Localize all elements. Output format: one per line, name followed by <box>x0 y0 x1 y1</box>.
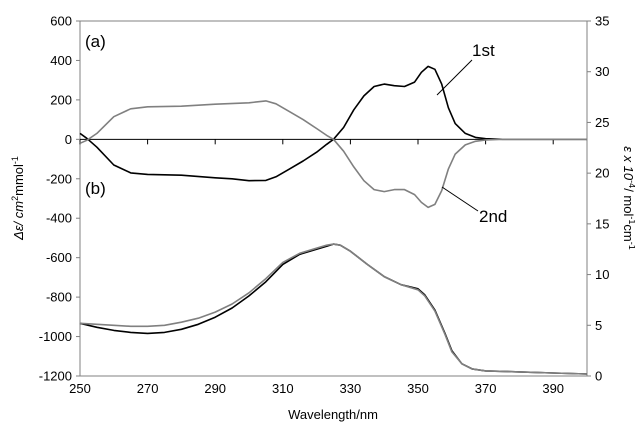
y-left-tick-label: 200 <box>50 92 72 107</box>
y-right-label-mid: / mol <box>621 188 635 216</box>
series-layer <box>79 65 588 375</box>
y-left-tick-label: -1000 <box>39 329 72 344</box>
y-right-axis-ticks: 0 5 10 15 20 25 30 35 <box>587 14 609 384</box>
y-left-tick-label: -800 <box>46 290 72 305</box>
annotation-leader-2nd <box>441 186 479 212</box>
plot-frame <box>79 20 588 377</box>
y-left-tick-label: 600 <box>50 14 72 29</box>
y-left-tick-label: -400 <box>46 211 72 226</box>
panel-label-b: (b) <box>85 179 106 198</box>
y-right-label-tail: cm <box>621 224 635 241</box>
y-right-tick-label: 5 <box>595 318 602 333</box>
x-axis-ticks: 250 270 290 310 330 350 370 390 <box>69 139 564 396</box>
annotation-2nd: 2nd <box>479 207 507 226</box>
y-right-tick-label: 30 <box>595 64 609 79</box>
y-left-label-sup1: 2 <box>10 196 20 201</box>
y-left-label-main: Δε/ cm <box>11 201 26 241</box>
y-left-tick-label: 400 <box>50 53 72 68</box>
y-left-tick-label: 0 <box>65 132 72 147</box>
y-right-tick-label: 25 <box>595 115 609 130</box>
cd-series-first <box>79 65 587 182</box>
annotation-leader-1st <box>436 59 473 96</box>
x-tick-label: 270 <box>137 381 159 396</box>
y-left-tick-label: -600 <box>46 250 72 265</box>
annotation-1st: 1st <box>472 41 495 60</box>
x-tick-label: 310 <box>272 381 294 396</box>
y-right-tick-label: 20 <box>595 166 609 181</box>
y-right-tick-label: 35 <box>595 14 609 29</box>
y-right-tick-label: 0 <box>595 369 602 384</box>
y-right-label-sup1: -4 <box>627 180 635 188</box>
x-tick-label: 290 <box>204 381 226 396</box>
x-tick-label: 390 <box>542 381 564 396</box>
uv-series-first <box>79 243 588 375</box>
y-left-label-sup2: -1 <box>10 156 20 164</box>
x-tick-label: 350 <box>407 381 429 396</box>
panel-label-a: (a) <box>85 32 106 51</box>
cd-series-second <box>79 100 587 209</box>
y-left-tick-label: -1200 <box>39 369 72 384</box>
x-tick-label: 250 <box>69 381 91 396</box>
uv-series-second <box>79 243 588 375</box>
y-right-label-sup2: -1 <box>627 216 635 224</box>
y-right-label-sup3: -1 <box>627 242 635 250</box>
y-left-axis-label: Δε/ cm2mmol-1 <box>10 156 26 241</box>
y-left-axis-ticks: -1200 -1000 -800 -600 -400 -200 0 200 400 600 <box>39 14 80 384</box>
x-tick-label: 370 <box>475 381 497 396</box>
y-right-tick-label: 10 <box>595 267 609 282</box>
y-right-label-main: ε x 10 <box>621 146 635 181</box>
y-right-tick-label: 15 <box>595 216 609 231</box>
x-tick-label: 330 <box>340 381 362 396</box>
y-right-axis-label: ε x 10-4/ mol-1cm-1 <box>621 146 635 249</box>
y-left-label-mid: mmol <box>11 164 26 196</box>
x-axis-label: Wavelength/nm <box>288 407 378 422</box>
y-left-tick-label: -200 <box>46 171 72 186</box>
